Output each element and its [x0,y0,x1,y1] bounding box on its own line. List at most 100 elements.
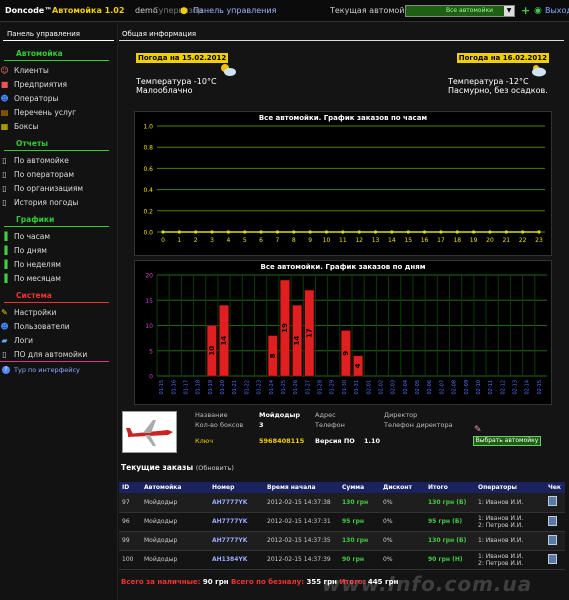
sidebar-item-clients[interactable]: ☺ Клиенты [0,64,117,78]
printer-icon[interactable] [548,553,557,564]
folder-icon: ▰ [1,336,8,345]
sidebar-item-software[interactable]: ▯ ПО для автомойки [0,348,109,362]
printer-icon[interactable] [548,534,557,545]
x-tick-label: 21 [502,237,510,244]
data-point [537,230,541,234]
chart-title: Все автомойки. График заказов по часам [258,114,428,122]
cell-plate: AH1384YK [209,550,264,570]
current-wash-select[interactable]: Все автомойки ▼ [405,5,515,17]
x-tick-label: 02-06 [427,380,433,395]
sidebar-section-carwash: Автомойка [4,47,109,61]
users-icon: ☻ [0,322,9,331]
sidebar-item-report-operators[interactable]: ▯ По операторам [0,168,117,182]
x-tick-label: 02-10 [476,380,482,395]
x-tick-label: 01-26 [293,380,299,395]
sidebar-item-label: Боксы [14,122,39,131]
x-tick-label: 02-15 [537,380,543,395]
sidebar-item-companies[interactable]: ■ Предприятия [0,78,117,92]
cell-total: 130 грн (Б) [425,493,475,513]
clients-icon: ☺ [0,66,9,75]
x-tick-label: 7 [276,237,280,244]
col-discount: Дисконт [380,482,425,493]
x-tick-label: 01-23 [257,380,263,395]
sidebar-item-label: Предприятия [14,80,68,89]
data-label: 14 [220,336,228,346]
document-icon: ▯ [2,170,7,179]
x-tick-label: 02-13 [513,380,519,395]
cell-wash: Мойдодыр [141,512,209,532]
receipt-cell[interactable] [545,512,565,532]
data-point [504,230,508,234]
sidebar-item-operators[interactable]: ☻ Операторы [0,92,117,106]
printer-icon[interactable] [548,496,557,507]
sidebar-item-settings[interactable]: ✎ Настройки [0,306,117,320]
sidebar-item-report-wash[interactable]: ▯ По автомойке [0,154,117,168]
tour-link[interactable]: ? Тур по интерфейсу [0,366,117,374]
operators-icon: ☻ [0,94,9,103]
receipt-cell[interactable] [545,531,565,551]
document-icon: ▯ [2,156,7,165]
y-tick-label: 0.4 [143,187,153,194]
app-name: Автомойка 1.02 [52,6,125,15]
cell-sum: 90 грн [339,550,380,570]
weather-temp: Температура -12°C [448,77,529,86]
name-value: Мойдодыр [259,411,300,419]
airplane-image [122,411,177,453]
sidebar-item-by-days[interactable]: ▐ По дням [0,244,117,258]
sidebar-item-by-hours[interactable]: ▐ По часам [0,230,117,244]
totals-cash-value: 90 грн [202,578,229,586]
receipt-cell[interactable] [545,493,565,513]
x-tick-label: 14 [388,237,396,244]
table-row[interactable]: 100 Мойдодыр AH1384YK 2012-02-15 14:37:39 90… [119,550,565,570]
cell-plate: AH7777YK [209,512,264,532]
exit-link[interactable]: Выход [545,6,569,15]
document-icon: ▯ [2,184,7,193]
control-panel-link[interactable]: Панель управления [193,6,277,15]
cell-discount: 0% [380,550,425,570]
x-tick-label: 01-15 [159,380,165,395]
cell-start: 2012-02-15 14:37:39 [264,550,339,570]
receipt-cell[interactable] [545,550,565,570]
sidebar-item-label: История погоды [14,198,79,207]
chart-title: Все автомойки. График заказов по дням [260,263,426,271]
refresh-link[interactable]: (Обновить) [195,464,234,472]
table-row[interactable]: 96 Мойдодыр AH7777YK 2012-02-15 14:37:31 95 … [119,512,565,532]
data-point [275,230,280,234]
x-tick-label: 4 [226,237,230,244]
bar [207,325,217,377]
document-icon: ▯ [2,198,7,207]
x-tick-label: 20 [486,237,494,244]
sidebar-item-by-months[interactable]: ▐ По месяцам [0,272,117,286]
sidebar-item-boxes[interactable]: ▦ Боксы [0,120,117,134]
col-operators: Операторы [475,482,545,493]
col-receipt: Чек [545,482,565,493]
cell-id: 97 [119,493,141,513]
director-phone-label: Телефон директора [384,421,453,429]
sidebar-item-logs[interactable]: ▰ Логи [0,334,117,348]
cell-id: 100 [119,550,141,570]
data-point [194,230,198,234]
y-tick-label: 0 [149,374,153,381]
sidebar-item-users[interactable]: ☻ Пользователи [0,320,117,334]
data-label: 8 [269,353,277,358]
x-tick-label: 01-22 [244,380,250,395]
edit-icon[interactable]: ✎ [474,425,482,435]
sidebar-item-services[interactable]: ▤ Перечень услуг [0,106,117,120]
cell-total: 90 грн (Н) [425,550,475,570]
table-row[interactable]: 97 Мойдодыр AH7777YK 2012-02-15 14:37:38 130… [119,493,565,513]
printer-icon[interactable] [548,515,557,526]
table-row[interactable]: 99 Мойдодыр AH7777YK 2012-02-15 14:37:35 130… [119,531,565,551]
x-tick-label: 15 [404,237,412,244]
choose-wash-button[interactable]: Выбрать автомойку [473,436,541,446]
add-icon[interactable]: + [521,4,531,17]
exit-icon[interactable]: ◉ [534,6,542,16]
sidebar-item-by-weeks[interactable]: ▐ По неделям [0,258,117,272]
sidebar-item-label: По месяцам [14,274,61,283]
sidebar-item-report-orgs[interactable]: ▯ По организациям [0,182,117,196]
sidebar-item-weather-history[interactable]: ▯ История погоды [0,196,117,210]
cell-ops: 1: Иванов И.И. [475,531,545,551]
data-point [210,230,214,234]
x-tick-label: 3 [210,237,214,244]
x-tick-label: 02-04 [403,380,409,395]
x-tick-label: 01-29 [330,380,336,395]
